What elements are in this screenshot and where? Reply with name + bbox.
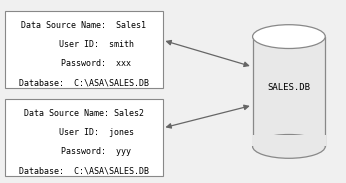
FancyArrowPatch shape <box>167 40 248 66</box>
Ellipse shape <box>253 25 325 48</box>
Bar <box>5 11 163 88</box>
Bar <box>252 135 326 146</box>
Text: Database:  C:\ASA\SALES.DB: Database: C:\ASA\SALES.DB <box>19 79 149 87</box>
Text: Data Source Name:  Sales1: Data Source Name: Sales1 <box>21 21 146 30</box>
Text: User ID:  jones: User ID: jones <box>34 128 134 137</box>
Ellipse shape <box>253 135 325 158</box>
Text: SALES.DB: SALES.DB <box>267 83 310 92</box>
Text: User ID:  smith: User ID: smith <box>34 40 134 49</box>
Text: Password:  xxx: Password: xxx <box>36 59 131 68</box>
FancyArrowPatch shape <box>167 105 248 128</box>
Text: Password:  yyy: Password: yyy <box>36 147 131 156</box>
Text: Database:  C:\ASA\SALES.DB: Database: C:\ASA\SALES.DB <box>19 166 149 175</box>
Text: Data Source Name: Sales2: Data Source Name: Sales2 <box>24 109 144 118</box>
Bar <box>5 99 163 176</box>
Bar <box>253 37 325 146</box>
